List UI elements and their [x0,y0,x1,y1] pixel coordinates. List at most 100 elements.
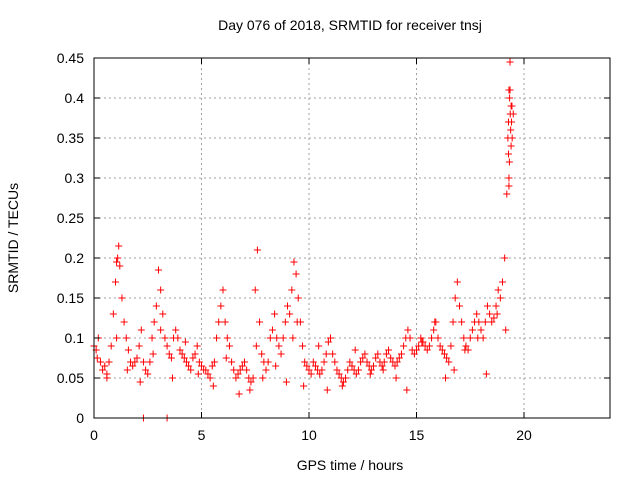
data-point [311,362,319,370]
data-point [105,358,113,366]
data-point [225,342,233,350]
data-point [251,286,259,294]
x-tick-label: 10 [301,427,317,443]
data-point [101,362,109,370]
data-point [327,334,334,342]
y-tick-label: 0 [76,410,84,426]
data-point [204,370,212,378]
data-point [453,278,461,286]
data-point [142,366,150,374]
data-point [410,350,418,358]
data-point [182,358,190,366]
data-point [508,102,516,110]
data-point [131,358,139,366]
data-point [167,354,175,362]
data-point [338,382,346,390]
data-point [159,310,167,318]
data-point [187,366,195,374]
data-point [342,374,350,382]
data-point [264,358,272,366]
data-point [113,258,121,266]
data-point [460,334,468,342]
data-point [351,346,359,354]
data-point [309,358,317,366]
data-point [333,366,341,374]
data-point [318,366,326,374]
data-point [256,318,264,326]
data-point [372,354,380,362]
data-point [234,370,242,378]
data-point [284,302,291,310]
data-point [339,378,347,386]
x-axis-ticks: 0 5 10 15 20 [90,58,532,443]
data-point [436,342,444,350]
data-point [468,326,476,334]
data-point [382,350,390,358]
data-point [198,362,205,370]
data-point [378,362,386,370]
data-point [120,318,128,326]
data-point [150,318,158,326]
data-point [281,318,289,326]
data-point [418,338,426,346]
data-point [449,318,457,326]
data-point [320,358,328,366]
data-point [466,334,474,342]
data-point [253,246,261,254]
x-axis-label: GPS time / hours [297,457,404,473]
data-point [430,326,438,334]
data-point [114,254,122,262]
data-point [235,390,243,398]
data-point [392,374,400,382]
data-point [223,334,231,342]
data-point [352,370,360,378]
data-point [176,346,184,354]
data-point [344,366,352,374]
data-point [272,362,280,370]
data-point [292,270,300,278]
y-tick-label: 0.25 [57,210,84,226]
data-point [440,350,448,358]
data-point [99,366,107,374]
data-point [303,362,311,370]
y-tick-label: 0.35 [57,130,84,146]
data-point [194,370,202,378]
plot-border [93,57,611,419]
data-point [361,350,369,358]
data-point [387,354,395,362]
data-point [331,358,339,366]
data-point [507,142,515,150]
data-point [109,310,117,318]
data-point [434,334,442,342]
data-point [228,358,236,366]
data-point [299,342,307,350]
data-point [146,358,154,366]
data-point [243,366,251,374]
data-point [475,318,483,326]
data-point [445,358,453,366]
data-point [178,350,186,358]
data-point [503,190,511,198]
data-point [461,346,469,354]
data-point [290,258,298,266]
data-point [118,294,126,302]
data-point [300,382,308,390]
data-point [307,370,315,378]
data-point [370,362,377,370]
data-point [139,358,147,366]
data-point [209,382,217,390]
data-point [213,334,221,342]
data-point [499,278,506,286]
data-point [505,118,513,126]
data-point [230,366,238,374]
data-point [488,318,496,326]
data-point [400,342,408,350]
data-point [374,350,382,358]
data-point [385,346,393,354]
data-point [493,310,501,318]
data-point [482,370,490,378]
data-point [406,334,414,342]
plot-frame [93,57,611,419]
data-point [172,326,180,334]
data-point [206,374,214,382]
